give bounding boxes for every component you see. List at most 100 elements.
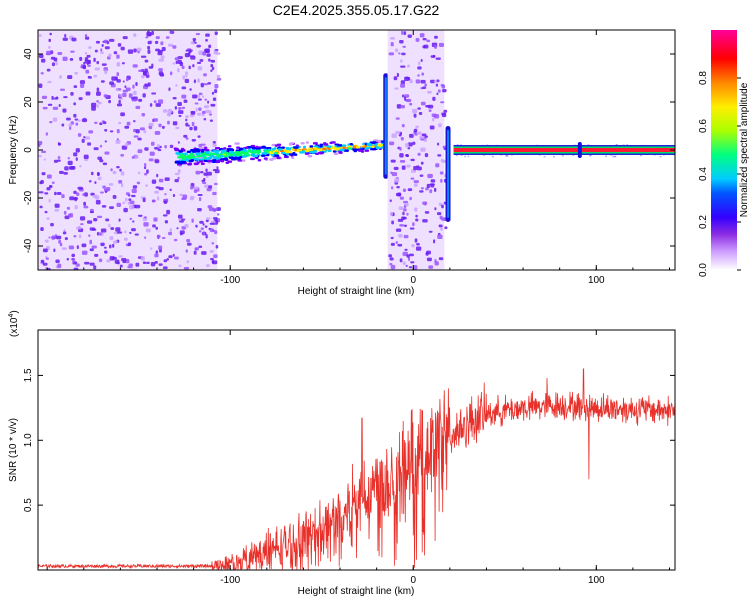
noise-blob [410,261,415,264]
noise-blob [159,73,165,77]
noise-blob [151,92,157,95]
noise-blob [124,125,130,129]
noise-blob [442,145,446,149]
noise-blob [436,212,442,216]
noise-blob [169,188,172,192]
noise-blob [201,181,207,185]
noise-blob [39,205,43,209]
noise-blob [414,133,418,136]
noise-blob [167,108,173,114]
trend-blob [339,148,345,151]
noise-blob [56,192,62,196]
noise-blob [154,159,160,164]
noise-blob [209,119,213,122]
noise-blob [155,226,159,230]
trend-blob [227,145,232,148]
noise-blob [174,106,178,110]
noise-blob [164,177,170,182]
trend-blob [206,151,210,155]
noise-blob [117,43,122,47]
noise-blob [185,122,189,127]
noise-blob [215,244,219,249]
noise-blob [205,175,209,178]
noise-blob [44,210,48,214]
noise-blob [185,71,189,75]
colorbar-tick-label: 0.2 [698,215,709,229]
steady-halo [505,155,508,157]
noise-blob [203,105,210,109]
noise-blob [53,97,59,100]
noise-blob [154,261,158,264]
noise-blob [62,231,67,235]
noise-blob [100,80,105,83]
noise-blob [106,259,111,263]
noise-blob [421,72,425,76]
noise-blob [196,61,202,64]
noise-blob [93,57,96,63]
trend-blob [247,149,253,153]
noise-blob [122,80,125,83]
noise-blob [69,57,74,61]
noise-blob [63,96,68,99]
colorbar-gradient [711,30,737,270]
trend-blob [252,154,258,158]
noise-blob [71,37,77,42]
noise-blob [43,158,46,161]
noise-blob [80,223,84,226]
xtick-label: -100 [220,575,240,586]
noise-blob [89,211,94,214]
noise-blob [54,208,60,212]
noise-blob [204,98,208,101]
noise-blob [57,52,63,55]
trend-blob [288,150,293,154]
noise-blob [158,186,164,191]
noise-blob [194,247,199,251]
noise-blob [211,66,215,71]
noise-blob [415,218,419,222]
noise-blob [56,235,62,240]
noise-blob [212,97,217,101]
noise-blob [46,217,50,220]
noise-blob [148,158,154,162]
steady-halo [612,155,615,158]
trend-blob [203,146,208,149]
trend-blob [343,149,349,152]
trend-blob [191,150,197,153]
trend-blob [243,153,249,156]
noise-blob [155,250,159,254]
noise-blob [168,231,173,236]
noise-blob [391,220,394,225]
noise-blob [209,250,214,253]
noise-blob [128,198,132,201]
noise-blob [212,208,218,211]
noise-blob [190,111,196,115]
noise-blob [174,172,180,176]
noise-blob [49,32,52,36]
noise-blob [438,224,443,228]
noise-blob [147,49,151,54]
noise-blob [200,227,204,230]
trend-blob [323,143,329,146]
noise-blob [161,125,165,129]
noise-blob [191,121,195,127]
noise-blob [86,54,91,58]
noise-blob [116,165,120,169]
noise-blob [118,179,123,184]
noise-blob [137,171,141,175]
steady-halo [482,154,485,157]
noise-blob [38,34,42,37]
trend-blob [372,139,379,142]
trend-blob [179,161,184,165]
noise-blob [198,92,203,96]
noise-blob [424,83,427,87]
noise-blob [85,69,90,74]
trend-blob [239,153,243,156]
noise-blob [115,227,121,232]
snr-ytick-label: 0.5 [23,498,34,512]
trend-blob [220,160,225,163]
noise-blob [441,113,447,118]
trend-blob [234,142,240,145]
noise-blob [209,222,215,225]
noise-blob [66,117,71,121]
noise-blob [147,40,152,45]
